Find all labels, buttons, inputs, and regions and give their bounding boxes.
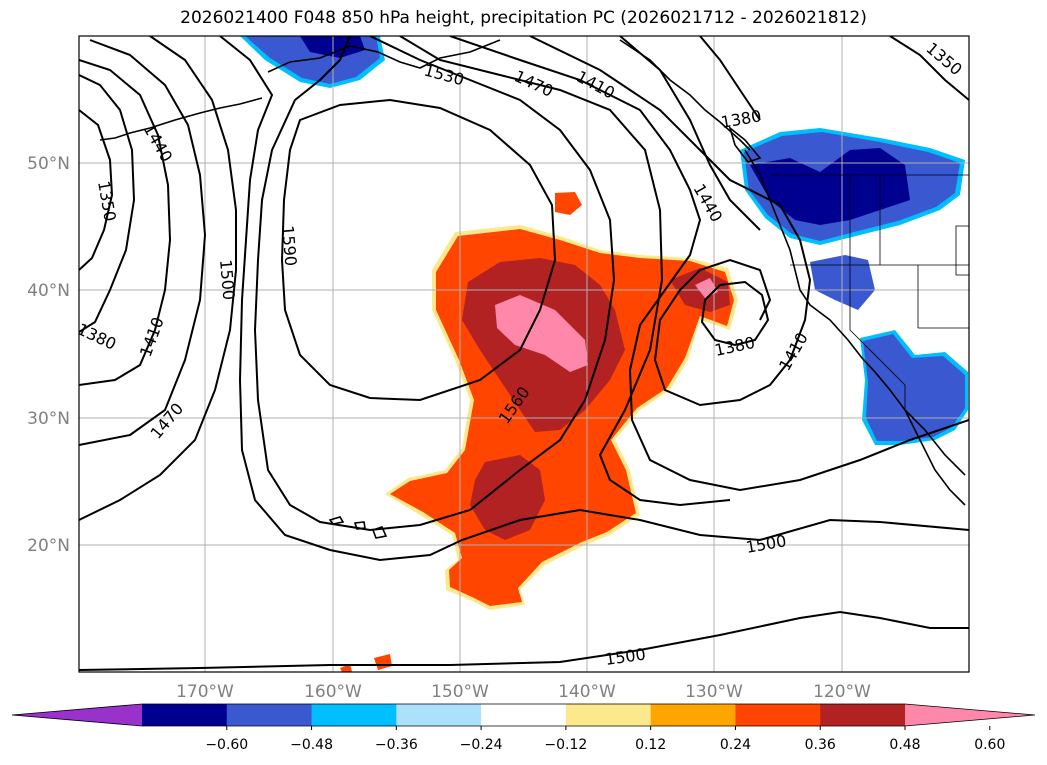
alaska-coast xyxy=(267,39,501,73)
colorbar: −0.60 −0.48 −0.36 −0.24 −0.12 0.12 0.24 0.36 0.4… xyxy=(11,703,1036,753)
colorbar-swatch xyxy=(142,704,228,726)
map-frame xyxy=(78,35,970,673)
graticule xyxy=(79,36,969,672)
lat-label-20n: 20°N xyxy=(27,536,70,556)
height-contours xyxy=(79,36,969,671)
us-west-coast xyxy=(744,149,966,476)
contour-1410-mid xyxy=(529,36,812,407)
neg-precip-calif-blue xyxy=(863,334,965,441)
colorbar-tick-label: −0.60 xyxy=(205,737,248,753)
contour-label: 1500 xyxy=(216,259,238,301)
contour-1500-south xyxy=(79,610,969,671)
contour-low-west-1410 xyxy=(79,59,172,386)
colorbar-swatch xyxy=(650,704,736,726)
contour-low-west-1440 xyxy=(79,39,207,446)
map-content: 1350 1440 1350 1380 1410 1470 1500 1590 … xyxy=(79,36,969,672)
vancouver-island xyxy=(728,125,762,163)
colorbar-tick-label: −0.12 xyxy=(544,737,587,753)
contour-1440-ne xyxy=(619,36,761,231)
contour-1470-west xyxy=(79,36,237,521)
aleutian-islands xyxy=(99,97,263,141)
latitude-labels: 50°N 40°N 30°N 20°N xyxy=(27,154,70,556)
contour-low-west-1380 xyxy=(79,74,136,333)
colorbar-tick-label: 0.60 xyxy=(974,737,1005,753)
colorbar-swatch xyxy=(565,704,652,726)
lat-label-50n: 50°N xyxy=(27,154,70,174)
lon-label-140w: 140°W xyxy=(558,682,616,702)
colorbar-tick-label: 0.48 xyxy=(889,737,920,753)
lat-label-30n: 30°N xyxy=(27,409,70,429)
colorbar-tick-label: 0.24 xyxy=(720,737,751,753)
colorbar-tick-label: −0.36 xyxy=(375,737,418,753)
contour-1530 xyxy=(399,36,731,507)
lat-label-40n: 40°N xyxy=(27,281,70,301)
contour-1560 xyxy=(253,36,616,532)
negative-precip-anomaly xyxy=(240,36,968,445)
contour-low-west-1350 xyxy=(79,109,114,271)
colorbar-swatch xyxy=(226,704,313,726)
colorbar-tick-label: −0.48 xyxy=(290,737,333,753)
colorbar-tick-label: 0.12 xyxy=(635,737,666,753)
colorbar-swatch xyxy=(396,704,482,726)
colorbar-swatch xyxy=(311,704,397,726)
longitude-labels: 170°W 160°W 150°W 140°W 130°W 120°W xyxy=(176,682,871,702)
contour-1470-mid xyxy=(449,36,969,492)
map-title: 2026021400 F048 850 hPa height, precipit… xyxy=(180,8,867,28)
colorbar-extend-max xyxy=(905,704,1035,726)
lon-label-150w: 150°W xyxy=(431,682,489,702)
precip-fill-orange-blob xyxy=(555,192,582,215)
colorbar-swatch xyxy=(820,704,906,726)
colorbar-swatch xyxy=(481,704,567,726)
colorbar-tick-label: 0.36 xyxy=(805,737,836,753)
contour-1350-ne xyxy=(889,36,969,101)
precip-fill-pink xyxy=(495,295,588,372)
neg-precip-pnw-navy xyxy=(750,148,910,225)
lon-label-160w: 160°W xyxy=(304,682,362,702)
lon-label-120w: 120°W xyxy=(813,682,871,702)
contour-1500 xyxy=(219,36,969,562)
colorbar-outline xyxy=(11,703,1036,727)
contour-label: 1590 xyxy=(278,225,300,267)
colorbar-tick-label: −0.24 xyxy=(460,737,503,753)
contour-1380-low xyxy=(700,280,770,347)
colorbar-extend-min xyxy=(12,704,142,726)
lon-label-170w: 170°W xyxy=(176,682,234,702)
state-borders xyxy=(770,174,969,410)
colorbar-swatch xyxy=(735,704,821,726)
precip-fill-tiny-south xyxy=(340,654,392,672)
contour-1590 xyxy=(280,98,557,402)
baja-coast xyxy=(904,409,966,506)
contour-1380-ne xyxy=(699,36,761,121)
lon-label-130w: 130°W xyxy=(685,682,743,702)
